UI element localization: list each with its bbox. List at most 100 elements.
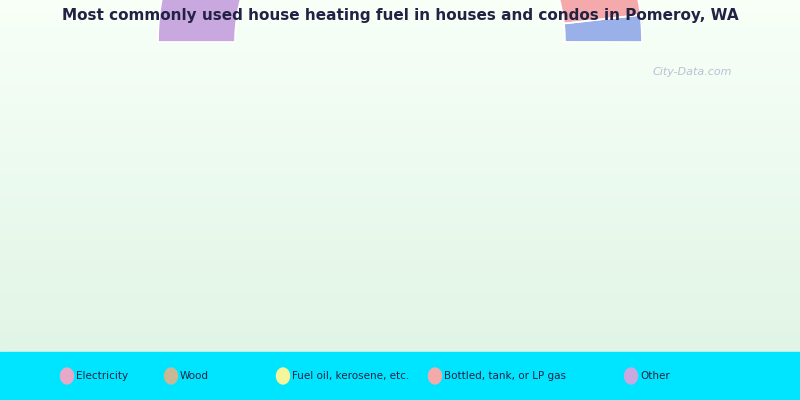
Bar — [0, 320, 800, 323]
Bar — [0, 244, 800, 246]
Bar — [0, 173, 800, 176]
Bar — [0, 18, 800, 20]
Bar — [0, 167, 800, 170]
Bar — [0, 182, 800, 185]
Bar — [0, 196, 800, 200]
Ellipse shape — [429, 368, 442, 384]
Bar — [0, 26, 800, 29]
Bar — [0, 9, 800, 12]
Bar — [0, 88, 800, 91]
Bar — [0, 62, 800, 64]
Bar — [0, 15, 800, 18]
Bar — [0, 108, 800, 112]
Bar — [0, 132, 800, 135]
Bar — [0, 305, 800, 308]
Bar — [0, 0, 800, 3]
Bar — [0, 352, 800, 400]
Bar — [0, 267, 800, 270]
Bar — [0, 156, 800, 158]
Polygon shape — [549, 0, 641, 24]
Bar — [0, 343, 800, 346]
Polygon shape — [158, 0, 465, 42]
Text: Wood: Wood — [180, 371, 209, 381]
Bar — [0, 270, 800, 273]
Bar — [0, 188, 800, 191]
Bar — [0, 346, 800, 349]
Bar — [0, 223, 800, 226]
Text: Fuel oil, kerosene, etc.: Fuel oil, kerosene, etc. — [292, 371, 410, 381]
Bar — [0, 255, 800, 258]
Bar — [0, 100, 800, 103]
Bar — [0, 326, 800, 328]
Bar — [0, 279, 800, 282]
Bar — [0, 44, 800, 47]
Bar — [0, 170, 800, 173]
Bar — [0, 47, 800, 50]
Bar — [0, 296, 800, 299]
Bar — [0, 24, 800, 26]
Bar — [0, 32, 800, 35]
Bar — [0, 38, 800, 41]
Bar — [0, 328, 800, 332]
Bar — [0, 314, 800, 317]
Bar — [0, 64, 800, 68]
Bar — [0, 35, 800, 38]
Bar — [0, 261, 800, 264]
Bar — [0, 229, 800, 232]
Text: Electricity: Electricity — [76, 371, 128, 381]
Bar — [0, 240, 800, 244]
Bar — [0, 308, 800, 311]
Bar — [0, 20, 800, 24]
Bar — [0, 299, 800, 302]
Bar — [0, 112, 800, 114]
Bar — [0, 211, 800, 214]
Bar — [0, 200, 800, 202]
Bar — [0, 97, 800, 100]
Bar — [0, 290, 800, 293]
Bar — [0, 282, 800, 284]
Bar — [0, 337, 800, 340]
Bar — [0, 264, 800, 267]
Bar — [0, 293, 800, 296]
Bar — [0, 68, 800, 70]
Bar — [0, 176, 800, 179]
Bar — [0, 150, 800, 152]
Bar — [0, 106, 800, 108]
Bar — [0, 332, 800, 334]
Bar — [0, 120, 800, 123]
Bar — [0, 194, 800, 196]
Bar — [0, 12, 800, 15]
Bar — [0, 288, 800, 290]
Bar — [0, 334, 800, 337]
Bar — [0, 103, 800, 106]
Bar — [0, 59, 800, 62]
Bar — [0, 114, 800, 117]
Bar — [0, 217, 800, 220]
Bar — [0, 273, 800, 276]
Bar — [0, 152, 800, 156]
Bar — [0, 191, 800, 194]
Bar — [0, 246, 800, 249]
Bar — [0, 179, 800, 182]
Bar — [0, 123, 800, 126]
Bar — [0, 70, 800, 73]
Bar — [0, 258, 800, 261]
Bar — [0, 276, 800, 279]
Bar — [0, 141, 800, 144]
Bar — [0, 129, 800, 132]
Text: Other: Other — [640, 371, 670, 381]
Bar — [0, 252, 800, 255]
Bar — [0, 91, 800, 94]
Bar — [0, 226, 800, 229]
Bar — [0, 53, 800, 56]
Ellipse shape — [277, 368, 290, 384]
Text: Most commonly used house heating fuel in houses and condos in Pomeroy, WA: Most commonly used house heating fuel in… — [62, 8, 738, 23]
Bar — [0, 249, 800, 252]
Bar — [0, 220, 800, 223]
Ellipse shape — [61, 368, 74, 384]
Ellipse shape — [165, 368, 178, 384]
Bar — [0, 41, 800, 44]
Bar — [0, 6, 800, 9]
Bar — [0, 205, 800, 208]
Bar — [0, 185, 800, 188]
